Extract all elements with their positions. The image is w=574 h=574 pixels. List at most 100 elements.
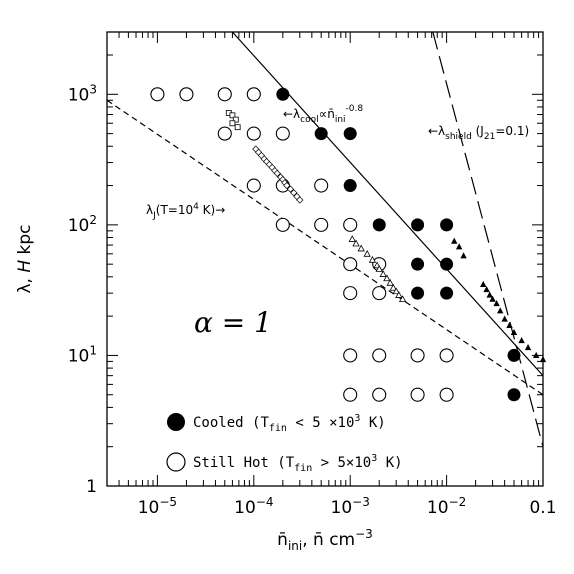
track-filled-triangle	[480, 280, 487, 287]
track-filled-triangle	[493, 299, 500, 307]
hot-point	[246, 126, 261, 141]
hot-point	[439, 348, 454, 363]
cooled-point	[314, 127, 328, 141]
hot-point	[150, 87, 165, 102]
hot-point	[275, 217, 290, 232]
track-open-triangle	[395, 291, 403, 298]
cooled-point	[343, 179, 357, 193]
hot-point	[179, 87, 194, 102]
hot-point	[343, 257, 358, 272]
track-diamond	[283, 181, 291, 190]
cooled-point	[507, 388, 521, 402]
y-tick-label: 101​	[68, 343, 97, 366]
track-filled-triangle	[455, 243, 463, 250]
track-open-triangle	[386, 278, 394, 286]
cooled-point	[440, 218, 454, 232]
hot-point	[410, 387, 425, 402]
hot-point	[314, 217, 329, 232]
track-filled-triangle	[532, 351, 540, 359]
track-open-triangle	[392, 287, 400, 295]
x-tick-label: 10−4​	[234, 495, 273, 518]
track-diamond	[296, 196, 304, 204]
track-filled-triangle	[451, 237, 458, 244]
track-open-triangle	[352, 239, 360, 247]
hot-point	[217, 126, 232, 141]
axis-ticks	[106, 31, 544, 487]
hot-point	[372, 348, 387, 363]
track-filled-triangle	[489, 295, 496, 302]
hot-point	[372, 387, 387, 402]
plot-frame	[106, 31, 544, 487]
cooled-point	[372, 218, 386, 232]
hot-point	[217, 87, 232, 102]
track-open-triangle	[379, 270, 387, 277]
annotations: α = 1 ←λcool∝n̄ini-0.8 λJ(T=104 K)→ ←λshiel…	[146, 104, 529, 339]
cooled-point	[411, 218, 425, 232]
track-filled-triangle	[524, 344, 532, 351]
track-filled-triangle	[497, 307, 504, 314]
track-diamond	[290, 189, 298, 197]
model-lines	[107, 32, 543, 447]
track-filled-triangle	[518, 337, 525, 344]
shielding-length-line	[432, 32, 543, 447]
legend-cooled-label: Cooled (Tfin​ < 5 ×103​ K)	[193, 413, 386, 434]
track-open-triangle	[357, 244, 365, 252]
hot-point	[343, 286, 358, 301]
track-diamond	[286, 185, 295, 193]
x-tick-label: 0.1	[529, 498, 556, 518]
track-open-triangle	[389, 283, 397, 291]
track-filled-triangle	[483, 285, 490, 293]
legend-cooled-marker	[167, 413, 185, 431]
track-open-triangle	[383, 274, 391, 282]
legend-hot-marker	[166, 452, 186, 472]
x-axis-label: n̄ini, n̄ cm−3	[277, 527, 373, 553]
track-square	[229, 112, 236, 119]
track-diamond	[273, 169, 281, 177]
cooled-point	[411, 257, 425, 271]
track-filled-triangle	[510, 328, 518, 336]
hot-point	[343, 217, 358, 232]
track-filled-triangle	[539, 356, 547, 363]
cooling-length-label: ←λcool∝n̄ini-0.8	[283, 104, 363, 125]
y-tick-label: 102​	[68, 213, 97, 236]
track-square	[229, 120, 236, 127]
hot-point	[246, 178, 261, 193]
track-open-triangle	[375, 265, 383, 272]
hot-point	[246, 87, 261, 102]
x-tick-label: 10−3​	[331, 495, 370, 518]
hot-point	[439, 387, 454, 402]
legend: Cooled (Tfin​ < 5 ×103​ K) Still Hot (Tfi…	[166, 413, 403, 474]
alpha-annotation: α = 1	[194, 306, 272, 339]
y-tick-label: 103​	[68, 82, 97, 105]
cooling-length-line	[231, 32, 543, 377]
legend-hot-label: Still Hot (Tfin​ > 5×103​ K)	[193, 453, 403, 474]
x-tick-label: 10−2​	[427, 495, 466, 518]
cooled-point	[440, 257, 454, 271]
hot-point	[410, 348, 425, 363]
track-filled-triangle	[506, 321, 513, 328]
track-filled-triangle	[460, 252, 467, 259]
jeans-length-line	[107, 99, 543, 396]
hot-point	[275, 126, 290, 141]
track-open-triangle	[363, 249, 371, 257]
cooled-point	[276, 87, 290, 101]
cooled-point	[411, 286, 425, 300]
hot-point	[343, 348, 358, 363]
data-points	[150, 87, 547, 402]
track-square	[234, 124, 241, 131]
track-open-triangle	[348, 235, 356, 242]
cooled-point	[440, 286, 454, 300]
hot-point	[372, 286, 387, 301]
y-axis-label: λ, H kpc	[15, 224, 35, 293]
x-tick-label: 10−5​	[138, 495, 177, 518]
cooled-point	[507, 348, 521, 362]
y-tick-label: 1	[86, 477, 97, 497]
track-filled-triangle	[486, 291, 493, 298]
tick-labels: 10−5​ 10−4​ 10−3​ 10−2​ 0.1 1 101​ 102​ 103​ n̄in…	[15, 82, 557, 553]
hot-point	[314, 178, 329, 193]
track-open-triangle	[398, 295, 407, 303]
track-filled-triangle	[501, 315, 508, 322]
jeans-length-label: λJ(T=104 K)→	[146, 202, 225, 221]
